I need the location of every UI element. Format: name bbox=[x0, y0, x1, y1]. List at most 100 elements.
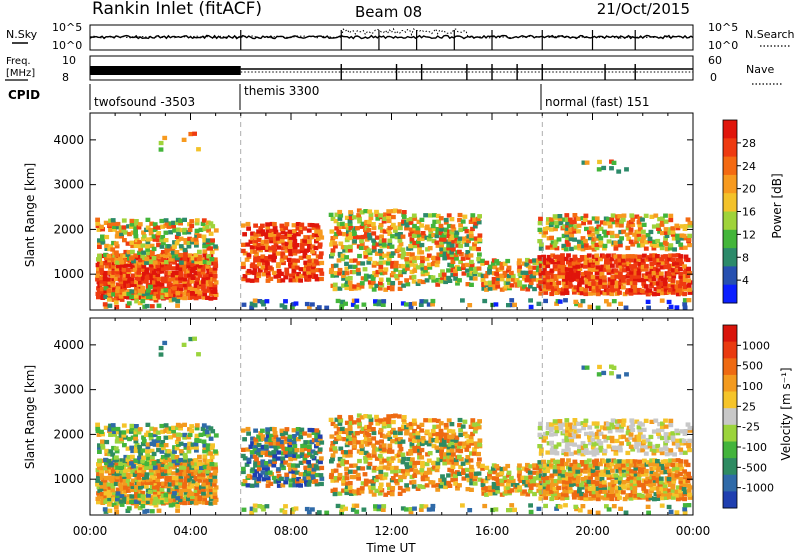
power-cell bbox=[596, 224, 602, 229]
velocity-cell bbox=[400, 439, 406, 444]
velocity-cell bbox=[625, 450, 631, 456]
velocity-cell bbox=[591, 496, 596, 501]
velocity-cell bbox=[298, 483, 303, 488]
power-cell bbox=[368, 215, 374, 221]
power-cell bbox=[477, 252, 482, 257]
velocity-cell bbox=[606, 425, 612, 431]
velocity-cell bbox=[377, 491, 383, 496]
power-cell bbox=[350, 302, 356, 307]
velocity-cell bbox=[208, 426, 214, 431]
velocity-cell bbox=[522, 479, 527, 485]
velocity-cell bbox=[345, 453, 351, 458]
velocity-cell bbox=[371, 492, 377, 497]
power-cell bbox=[330, 236, 336, 241]
power-cell bbox=[253, 255, 258, 260]
power-cell bbox=[594, 236, 600, 241]
velocity-cell bbox=[187, 432, 193, 437]
power-cell bbox=[291, 223, 297, 228]
velocity-cell bbox=[307, 469, 312, 474]
power-cell bbox=[685, 273, 691, 279]
velocity-cell bbox=[378, 473, 384, 478]
velocity-cell bbox=[367, 479, 372, 484]
velocity-cell bbox=[610, 485, 615, 491]
velocity-cell bbox=[671, 479, 677, 484]
power-cell bbox=[333, 244, 338, 249]
velocity-cell bbox=[653, 492, 659, 497]
power-cell bbox=[172, 260, 177, 265]
power-cell bbox=[134, 286, 139, 291]
power-cell bbox=[107, 295, 113, 300]
velocity-cell bbox=[245, 426, 251, 432]
power-cell bbox=[276, 278, 282, 283]
power-cell bbox=[367, 274, 372, 279]
power-cell bbox=[658, 275, 664, 280]
velocity-cell bbox=[144, 508, 150, 514]
power-cell bbox=[670, 232, 676, 237]
power-cell bbox=[565, 226, 570, 231]
velocity-cell bbox=[183, 494, 189, 499]
power-cell bbox=[671, 268, 676, 273]
velocity-cell bbox=[337, 456, 343, 462]
power-cell bbox=[658, 271, 664, 276]
velocity-cell bbox=[662, 445, 668, 450]
velocity-cell bbox=[284, 453, 290, 458]
power-cell bbox=[280, 254, 286, 259]
power-cell bbox=[602, 243, 608, 249]
power-cell bbox=[181, 137, 187, 142]
power-cell bbox=[158, 140, 164, 146]
power-cell bbox=[468, 229, 474, 234]
velocity-cell bbox=[179, 500, 184, 505]
velocity-cell bbox=[510, 482, 516, 487]
power-cell bbox=[606, 230, 612, 236]
velocity-cell bbox=[405, 487, 411, 492]
velocity-cell bbox=[401, 417, 407, 422]
velocity-cell bbox=[630, 472, 636, 477]
power-cell bbox=[252, 241, 258, 246]
velocity-cell bbox=[404, 462, 410, 467]
power-cell bbox=[630, 242, 636, 247]
power-cell bbox=[367, 219, 372, 225]
power-cell bbox=[412, 243, 418, 249]
power-cell bbox=[345, 235, 351, 240]
power-cell bbox=[191, 258, 197, 264]
power-cell bbox=[475, 216, 481, 222]
power-cell bbox=[655, 281, 661, 286]
velocity-cell bbox=[352, 439, 358, 444]
velocity-cell bbox=[454, 441, 460, 447]
velocity-cell bbox=[541, 438, 547, 443]
velocity-cell bbox=[457, 417, 463, 423]
velocity-cell bbox=[576, 493, 582, 498]
velocity-cell bbox=[307, 451, 312, 456]
velocity-cell bbox=[641, 465, 646, 470]
power-cell bbox=[329, 242, 334, 247]
velocity-cell bbox=[477, 442, 482, 447]
power-cell bbox=[112, 285, 117, 291]
velocity-cell bbox=[166, 488, 172, 493]
power-cell bbox=[106, 277, 112, 282]
velocity-cell bbox=[628, 444, 634, 449]
power-cell bbox=[254, 252, 259, 257]
velocity-cell bbox=[182, 452, 188, 458]
velocity-cell bbox=[663, 495, 669, 500]
velocity-cell bbox=[568, 489, 574, 494]
velocity-cell bbox=[337, 476, 342, 481]
velocity-cell bbox=[596, 429, 602, 434]
velocity-cell bbox=[446, 480, 451, 486]
power-cell bbox=[295, 258, 300, 263]
power-cell bbox=[144, 270, 149, 275]
power-cell bbox=[119, 297, 125, 302]
power-cell bbox=[213, 292, 219, 297]
velocity-cell bbox=[591, 493, 597, 498]
velocity-cell bbox=[467, 508, 473, 513]
velocity-cell bbox=[416, 438, 422, 443]
velocity-cell bbox=[386, 482, 391, 487]
velocity-cell bbox=[451, 471, 456, 476]
power-cell bbox=[553, 286, 559, 291]
velocity-cell bbox=[151, 461, 157, 466]
power-cell bbox=[649, 253, 654, 258]
power-cell bbox=[649, 267, 655, 272]
power-cell bbox=[122, 238, 127, 243]
velocity-cell bbox=[329, 447, 334, 452]
velocity-cell bbox=[396, 414, 402, 419]
power-cell bbox=[633, 258, 639, 263]
